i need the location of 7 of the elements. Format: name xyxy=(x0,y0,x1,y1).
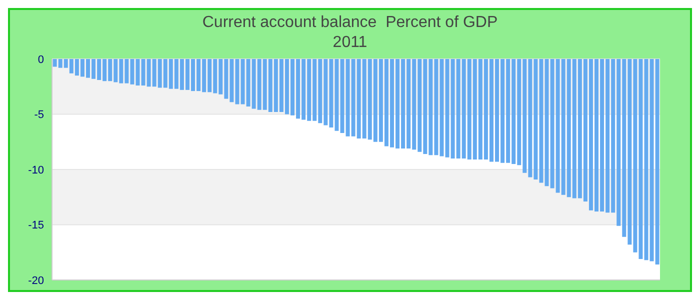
y-tick-label: -15 xyxy=(28,220,44,232)
y-tick-label: -20 xyxy=(28,274,44,287)
chart-title: Current account balance Percent of GDP xyxy=(201,13,499,33)
chart-subtitle: 2011 xyxy=(332,33,368,53)
y-tick-label: -5 xyxy=(34,109,44,122)
y-tick-label: -10 xyxy=(28,164,44,176)
y-tick-label: 0 xyxy=(38,54,44,66)
